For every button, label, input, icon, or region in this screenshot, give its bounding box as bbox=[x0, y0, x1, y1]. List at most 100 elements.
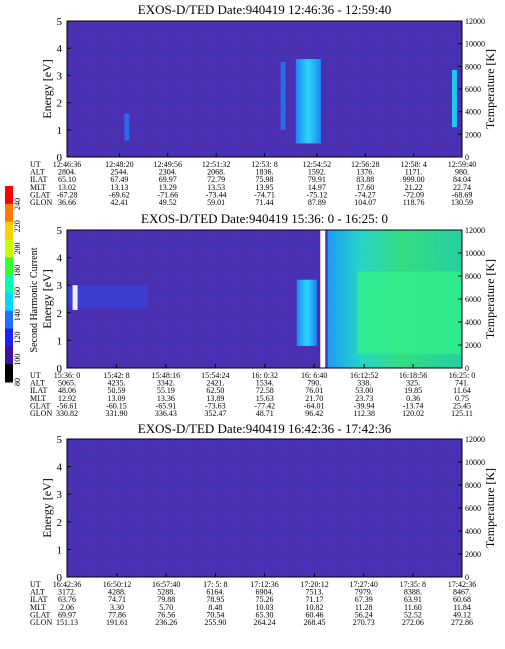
temperature-tick-label: 2000 bbox=[465, 130, 481, 139]
table-cell: 16:18:56 bbox=[399, 371, 427, 380]
table-cell: 65.30 bbox=[256, 610, 274, 619]
data-gap bbox=[320, 230, 326, 368]
table-cell: 21.22 bbox=[405, 183, 423, 192]
table-cell: 6904. bbox=[256, 588, 274, 597]
row-label: MLT bbox=[30, 183, 46, 192]
table-cell: 4235. bbox=[107, 379, 125, 388]
table-cell: 120.02 bbox=[402, 409, 424, 418]
table-cell: 3172. bbox=[58, 588, 76, 597]
colorbar-tick: 120 bbox=[13, 332, 22, 344]
table-cell: 2068. bbox=[207, 168, 225, 177]
table-cell: 13.36 bbox=[157, 394, 175, 403]
table-cell: 191.61 bbox=[106, 618, 128, 627]
table-cell: -73.44 bbox=[206, 190, 227, 199]
table-cell: 72.58 bbox=[256, 386, 274, 395]
energy-tick-label: 1 bbox=[57, 544, 63, 556]
panel-3: EXOS-D/TED Date:940419 16:42:36 - 17:42:… bbox=[30, 421, 497, 627]
table-cell: 999.00 bbox=[403, 175, 425, 184]
energy-tick-label: 2 bbox=[57, 98, 63, 110]
spectrogram-noise bbox=[67, 21, 462, 157]
temperature-tick-label: 6000 bbox=[465, 295, 481, 304]
temperature-tick-label: 10000 bbox=[465, 249, 485, 258]
energy-tick-label: 5 bbox=[57, 225, 63, 237]
energy-tick-label: 2 bbox=[57, 517, 63, 529]
colorbar-tick: 220 bbox=[13, 220, 22, 232]
temperature-tick-label: 8000 bbox=[465, 272, 481, 281]
row-label: GLON bbox=[30, 409, 52, 418]
table-cell: 65.10 bbox=[58, 175, 76, 184]
table-cell: 12:51:32 bbox=[202, 160, 230, 169]
table-cell: 2.06 bbox=[60, 603, 74, 612]
energy-axis-label: Energy [eV] bbox=[40, 269, 54, 328]
table-cell: 16:50:12 bbox=[103, 580, 131, 589]
table-cell: 23.73 bbox=[355, 394, 373, 403]
table-cell: 48.71 bbox=[256, 409, 274, 418]
table-cell: 0.75 bbox=[455, 394, 469, 403]
table-cell: 112.38 bbox=[353, 409, 375, 418]
table-cell: 76.01 bbox=[305, 386, 323, 395]
table-cell: 12:49:56 bbox=[154, 160, 182, 169]
table-cell: 72.79 bbox=[207, 175, 225, 184]
colorbar-swatch bbox=[5, 292, 13, 312]
energy-tick-label: 0 bbox=[57, 152, 63, 164]
table-cell: 3342. bbox=[157, 379, 175, 388]
table-cell: 42.41 bbox=[110, 198, 128, 207]
temperature-tick-label: 10000 bbox=[465, 40, 485, 49]
energy-tick-label: 3 bbox=[57, 489, 63, 501]
panel-2: EXOS-D/TED Date:940419 15:36: 0 - 16:25:… bbox=[30, 211, 497, 418]
table-cell: 69.97 bbox=[58, 610, 76, 619]
spectrogram-peak bbox=[357, 271, 462, 355]
table-cell: 79.88 bbox=[157, 595, 175, 604]
row-label: MLT bbox=[30, 603, 46, 612]
table-cell: 67.49 bbox=[110, 175, 128, 184]
table-cell: 5.70 bbox=[159, 603, 173, 612]
table-cell: 13.29 bbox=[159, 183, 177, 192]
table-cell: 15:42: 8 bbox=[103, 371, 129, 380]
row-label: ALT bbox=[30, 168, 45, 177]
table-cell: 17:12:36 bbox=[250, 580, 278, 589]
spectrogram-noise bbox=[67, 439, 462, 577]
row-label: ILAT bbox=[30, 386, 47, 395]
table-cell: 62.50 bbox=[206, 386, 224, 395]
table-cell: 70.54 bbox=[206, 610, 224, 619]
table-cell: 17:35: 8 bbox=[400, 580, 426, 589]
table-cell: -74.71 bbox=[254, 190, 275, 199]
table-cell: 1376. bbox=[356, 168, 374, 177]
table-cell: 11.84 bbox=[453, 603, 471, 612]
spectrogram-streak bbox=[280, 61, 286, 130]
table-cell: 331.90 bbox=[105, 409, 127, 418]
energy-axis-label: Energy [eV] bbox=[40, 478, 54, 537]
temperature-axis-label: Temperature [K] bbox=[483, 259, 497, 339]
temperature-tick-label: 6000 bbox=[465, 504, 481, 513]
colorbar-swatch bbox=[5, 186, 13, 205]
table-cell: 87.89 bbox=[308, 198, 326, 207]
table-cell: -75.12 bbox=[307, 190, 328, 199]
temperature-tick-label: 0 bbox=[465, 364, 469, 373]
colorbar-tick: 240 bbox=[13, 198, 22, 210]
table-cell: 13.53 bbox=[207, 183, 225, 192]
table-cell: 790. bbox=[307, 379, 321, 388]
table-cell: 17.60 bbox=[356, 183, 374, 192]
table-cell: 63.91 bbox=[404, 595, 422, 604]
table-cell: 16: 6:40 bbox=[301, 371, 327, 380]
colorbar-swatch bbox=[5, 275, 13, 294]
table-cell: -72.09 bbox=[403, 190, 424, 199]
panel-title: EXOS-D/TED Date:940419 12:46:36 - 12:59:… bbox=[138, 2, 391, 17]
table-cell: 22.74 bbox=[453, 183, 471, 192]
table-cell: 325. bbox=[406, 379, 420, 388]
temperature-tick-label: 10000 bbox=[465, 458, 485, 467]
table-cell: 7979. bbox=[355, 588, 373, 597]
table-cell: 5065. bbox=[58, 379, 76, 388]
table-cell: 11.64 bbox=[453, 386, 471, 395]
table-cell: -39.94 bbox=[354, 401, 375, 410]
table-cell: 1534. bbox=[256, 379, 274, 388]
colorbar-tick: 200 bbox=[13, 243, 22, 255]
table-cell: 6164. bbox=[206, 588, 224, 597]
energy-tick-label: 3 bbox=[57, 280, 63, 292]
table-cell: 104.07 bbox=[354, 198, 376, 207]
panels: EXOS-D/TED Date:940419 12:46:36 - 12:59:… bbox=[30, 2, 497, 627]
energy-axis-label: Energy [eV] bbox=[40, 59, 54, 118]
table-cell: 12:54:52 bbox=[303, 160, 331, 169]
table-cell: 19.85 bbox=[404, 386, 422, 395]
table-cell: 8388. bbox=[404, 588, 422, 597]
